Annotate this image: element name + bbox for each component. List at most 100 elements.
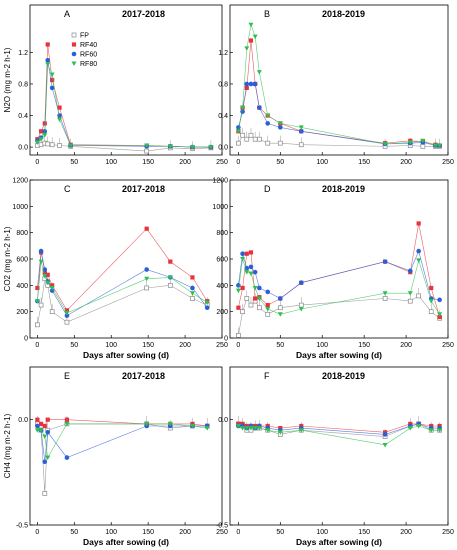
data-point-rf80 xyxy=(167,421,173,427)
data-point-rf60 xyxy=(437,297,442,303)
data-point-rf40 xyxy=(42,423,47,429)
data-point-rf40 xyxy=(168,259,173,264)
x-tick-label: 200 xyxy=(400,529,412,536)
y-tick-label: 600 xyxy=(16,257,28,264)
data-point-fp xyxy=(416,293,422,299)
data-point-rf40 xyxy=(64,308,70,313)
data-point-rf80 xyxy=(265,113,271,119)
data-point-rf80 xyxy=(382,442,388,448)
x-tick-label: 100 xyxy=(316,529,328,536)
x-tick-label: 50 xyxy=(70,159,78,166)
legend-marker-rf80 xyxy=(71,61,77,66)
y-tick-label: 400 xyxy=(16,283,28,290)
x-tick-label: 250 xyxy=(216,159,228,166)
x-tick-label: 150 xyxy=(142,529,154,536)
data-point-rf80 xyxy=(64,310,70,316)
x-tick-label: 200 xyxy=(400,159,412,166)
data-point-rf80 xyxy=(277,121,283,126)
data-point-rf80 xyxy=(252,426,258,431)
series-line-fp xyxy=(37,423,208,494)
panel-letter: A xyxy=(64,9,70,19)
panel-title: 2018-2019 xyxy=(322,184,365,194)
data-point-rf80 xyxy=(208,145,214,150)
data-point-rf40 xyxy=(64,417,70,422)
x-axis-label: Days after sowing (d) xyxy=(83,537,169,547)
x-tick-label: 100 xyxy=(316,159,328,166)
y-tick-label: 0 xyxy=(224,336,228,343)
y-axis-label: CH4 (mg m-2 h-1) xyxy=(3,413,12,478)
series-line-rf60 xyxy=(37,60,211,148)
data-point-rf40 xyxy=(42,121,47,126)
y-tick-label: 1200 xyxy=(212,178,228,185)
data-point-rf80 xyxy=(298,428,304,433)
y-tick-label: 0.8 xyxy=(18,81,28,88)
data-point-rf40 xyxy=(244,85,249,90)
data-point-fp xyxy=(407,298,413,304)
data-point-rf40 xyxy=(45,272,50,277)
data-point-rf60 xyxy=(416,248,421,254)
data-point-fp xyxy=(244,296,250,301)
data-point-rf80 xyxy=(38,259,44,265)
legend-marker-rf40 xyxy=(71,42,77,47)
y-tick-label: 600 xyxy=(216,257,228,264)
y-axis-label: N2O (mg m-2 h-1) xyxy=(3,47,12,112)
data-point-rf80 xyxy=(277,312,283,317)
y-tick-label: 0 xyxy=(24,336,28,343)
data-point-fp xyxy=(256,136,262,142)
data-point-rf80 xyxy=(248,426,254,431)
y-tick-label: 1.2 xyxy=(18,50,28,57)
data-point-rf40 xyxy=(50,283,55,288)
data-point-rf60 xyxy=(257,285,262,291)
data-point-rf80 xyxy=(420,138,426,144)
y-tick-label: 200 xyxy=(16,309,28,316)
plot-frame xyxy=(29,366,223,526)
data-point-fp xyxy=(38,302,44,308)
plot-frame xyxy=(29,179,223,339)
data-point-fp xyxy=(420,143,426,149)
x-tick-label: 0 xyxy=(35,159,39,166)
data-point-rf80 xyxy=(416,258,422,263)
data-point-rf60 xyxy=(38,248,44,254)
data-point-rf80 xyxy=(57,117,63,122)
data-point-rf60 xyxy=(382,432,388,437)
panel-letter: D xyxy=(264,184,271,194)
series-line-rf80 xyxy=(238,23,440,146)
plot-frame xyxy=(229,4,449,156)
x-tick-label: 200 xyxy=(400,342,412,349)
series-line-rf80 xyxy=(37,261,208,314)
data-point-rf40 xyxy=(144,226,149,231)
data-point-fp xyxy=(57,143,62,148)
x-tick-label: 250 xyxy=(442,342,454,349)
panel-letter: B xyxy=(264,9,270,19)
x-tick-label: 150 xyxy=(358,342,370,349)
data-point-rf60 xyxy=(252,269,258,275)
data-point-rf80 xyxy=(428,428,434,433)
data-point-rf40 xyxy=(265,302,270,308)
x-tick-label: 250 xyxy=(442,529,454,536)
data-point-rf60 xyxy=(45,57,51,63)
data-point-rf80 xyxy=(204,300,210,305)
data-point-rf40 xyxy=(190,275,195,280)
data-point-rf80 xyxy=(437,143,443,149)
data-point-rf40 xyxy=(57,105,62,110)
y-tick-label: 400 xyxy=(216,283,228,290)
data-point-fp xyxy=(35,322,40,328)
data-point-rf60 xyxy=(244,81,250,87)
data-point-rf80 xyxy=(244,426,250,431)
x-tick-label: 50 xyxy=(276,529,284,536)
data-point-rf80 xyxy=(240,257,246,262)
data-point-rf60 xyxy=(42,459,48,465)
data-point-rf80 xyxy=(432,143,438,149)
data-point-rf60 xyxy=(407,268,413,274)
data-point-rf60 xyxy=(240,251,245,257)
data-point-rf80 xyxy=(240,426,246,431)
y-tick-label: 0.0 xyxy=(218,145,228,152)
plot-frame xyxy=(29,4,223,156)
data-point-rf60 xyxy=(248,264,254,270)
x-axis-label: Days after sowing (d) xyxy=(296,537,382,547)
data-point-rf60 xyxy=(257,105,262,110)
data-point-fp xyxy=(64,319,70,325)
data-point-rf80 xyxy=(382,141,388,147)
data-point-rf80 xyxy=(38,137,44,142)
